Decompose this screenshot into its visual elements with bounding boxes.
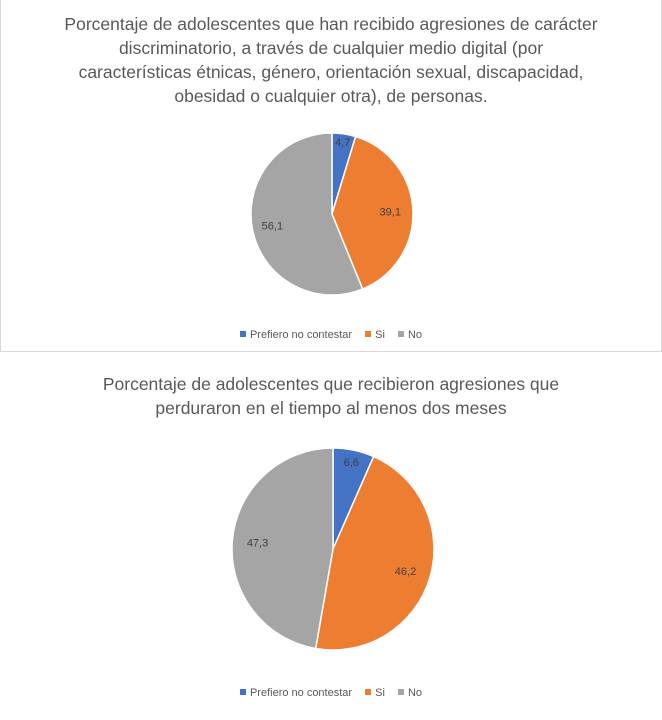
legend-swatch-si xyxy=(365,331,372,338)
chart-1-title-line: Porcentaje de adolescentes que han recib… xyxy=(64,14,598,34)
chart-1-title: Porcentaje de adolescentes que han recib… xyxy=(31,12,631,108)
data-label-si: 39,1 xyxy=(380,206,401,218)
legend-swatch-si xyxy=(365,689,372,696)
chart-1-pie: 4,7 39,1 56,1 xyxy=(250,132,414,296)
legend-label-no: No xyxy=(407,329,423,341)
slice-si xyxy=(331,135,414,290)
legend-item-prefiero: Prefiero no contestar xyxy=(239,329,353,341)
slice-si xyxy=(314,455,435,651)
slice-no xyxy=(231,447,334,650)
chart-1-legend: Prefiero no contestar Si No xyxy=(1,329,661,341)
chart-panel-1: Porcentaje de adolescentes que han recib… xyxy=(0,0,662,352)
data-label-no: 47,3 xyxy=(247,537,268,549)
chart-2-title-line: Porcentaje de adolescentes que recibiero… xyxy=(102,374,560,394)
legend-label-no: No xyxy=(407,687,423,699)
legend-swatch-prefiero xyxy=(239,331,246,338)
legend-item-no: No xyxy=(397,329,423,341)
legend-swatch-no xyxy=(397,331,404,338)
chart-1-title-line: obesidad o cualquier otra), de personas. xyxy=(174,86,488,106)
data-label-prefiero: 4,7 xyxy=(335,137,350,149)
chart-2-title-line: perduraron en el tiempo al menos dos mes… xyxy=(155,398,507,418)
chart-2-title: Porcentaje de adolescentes que recibiero… xyxy=(30,372,632,420)
legend-label-si: Si xyxy=(375,329,385,341)
legend-item-no: No xyxy=(397,687,423,699)
legend-label-si: Si xyxy=(375,687,385,699)
legend-label-prefiero: Prefiero no contestar xyxy=(249,687,353,699)
data-label-prefiero: 6,6 xyxy=(344,457,359,469)
chart-panel-2: Porcentaje de adolescentes que recibiero… xyxy=(0,360,662,720)
legend-swatch-prefiero xyxy=(239,689,246,696)
chart-1-title-line: discriminatorio, a través de cualquier m… xyxy=(118,38,544,58)
chart-2-legend: Prefiero no contestar Si No xyxy=(0,687,662,699)
data-label-no: 56,1 xyxy=(262,221,283,233)
chart-2-pie: 6,6 46,2 47,3 xyxy=(231,447,435,651)
slice-no xyxy=(250,132,364,296)
legend-item-si: Si xyxy=(365,687,385,699)
legend-label-prefiero: Prefiero no contestar xyxy=(249,329,353,341)
legend-item-si: Si xyxy=(365,329,385,341)
chart-1-title-line: características étnicas, género, orienta… xyxy=(78,62,584,82)
legend-swatch-no xyxy=(397,689,404,696)
legend-item-prefiero: Prefiero no contestar xyxy=(239,687,353,699)
data-label-si: 46,2 xyxy=(395,566,416,578)
